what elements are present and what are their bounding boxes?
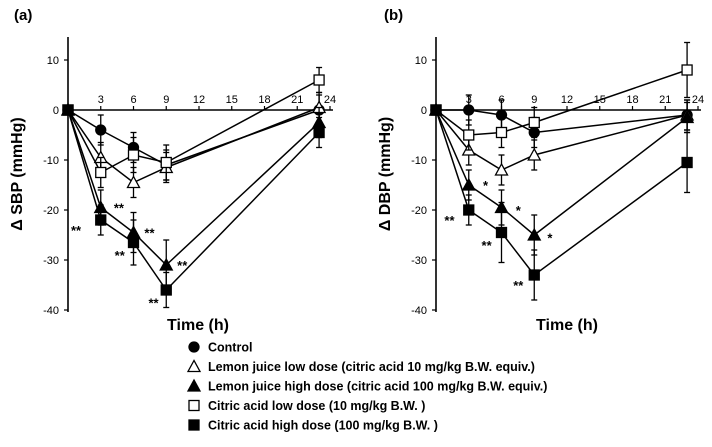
legend-label: Citric acid high dose (100 mg/kg B.W. ) — [208, 419, 438, 433]
data-point — [95, 166, 107, 179]
panel-a-y-tick-label: -30 — [43, 255, 59, 267]
panel-a-label: (a) — [14, 7, 32, 24]
data-point — [430, 104, 442, 116]
data-point — [681, 156, 693, 169]
panel-a-series-5 — [62, 104, 325, 309]
panel-a-x-tick-label: 9 — [163, 94, 169, 106]
panel-b-x-axis-title: Time (h) — [536, 317, 598, 334]
panel-a-y-axis-title: Δ SBP (mmHg) — [9, 117, 26, 230]
legend-entry-3: Lemon juice high dose (citric acid 100 m… — [186, 378, 547, 394]
panel-a-x-tick-label: 6 — [130, 94, 136, 106]
data-point — [679, 110, 695, 124]
data-point — [127, 149, 140, 161]
panel-a-significance-mark: ** — [115, 248, 126, 263]
panel-b-label: (b) — [384, 7, 403, 24]
legend-entry-1: Control — [188, 341, 252, 355]
panel-b-significance-mark: ** — [482, 238, 493, 253]
data-point — [313, 126, 325, 139]
panel-b-x-tick-label: 21 — [659, 94, 671, 106]
panel-a-significance-mark: ** — [177, 258, 188, 273]
data-point — [160, 156, 172, 169]
data-point — [127, 236, 140, 249]
data-point — [160, 284, 172, 296]
panel-b-significance-mark: * — [547, 231, 553, 246]
data-point — [62, 104, 74, 116]
data-point — [681, 64, 693, 76]
panel-a-y-tick-label: 10 — [47, 55, 59, 67]
data-point — [95, 214, 107, 226]
panel-b-x-tick-label: 12 — [561, 94, 573, 106]
panel-b-x-tick-label: 9 — [531, 94, 537, 106]
legend-marker — [188, 419, 200, 431]
panel-a-y-tick-label: -10 — [43, 155, 59, 167]
panel-a-x-tick-label: 12 — [193, 94, 205, 106]
legend: Control Lemon juice low dose (citric acid… — [186, 341, 547, 433]
panel-b-y-axis-title: Δ DBP (mmHg) — [377, 117, 394, 231]
data-point — [463, 204, 475, 216]
legend-label: Lemon juice low dose (citric acid 10 mg/… — [208, 360, 535, 374]
panel-b-y-tick-label: -30 — [411, 255, 427, 267]
data-point — [495, 126, 508, 139]
legend-label: Lemon juice high dose (citric acid 100 m… — [208, 380, 547, 394]
panel-b-y-tick-label: 10 — [415, 55, 427, 67]
data-point — [527, 227, 542, 241]
data-point — [463, 129, 475, 141]
panel-a-x-tick-label: 21 — [291, 94, 303, 106]
legend-entry-2: Lemon juice low dose (citric acid 10 mg/… — [186, 359, 535, 374]
panel-a-significance-mark: ** — [114, 201, 125, 216]
data-point — [463, 104, 475, 116]
panel-b-y-tick-label: -20 — [411, 205, 427, 217]
panel-b-y-tick-label: 0 — [421, 105, 427, 117]
panel-a-x-tick-label: 24 — [324, 94, 336, 106]
legend-entry-5: Citric acid high dose (100 mg/kg B.W. ) — [188, 419, 438, 433]
legend-label: Citric acid low dose (10 mg/kg B.W. ) — [208, 399, 425, 413]
panel-a-x-axis-title: Time (h) — [167, 317, 229, 334]
data-point — [527, 147, 542, 161]
panel-a-x-tick-label: 3 — [98, 94, 104, 106]
data-point — [126, 175, 141, 189]
panel-a-sbp-chart: (a) 10 0 -10 -20 -30 -40 3 6 9 12 15 18 21 24 Δ SBP (mm… — [9, 7, 336, 334]
data-point — [495, 226, 508, 239]
panel-b-significance-mark: ** — [444, 213, 455, 228]
data-point — [461, 177, 476, 191]
series-line — [67, 109, 320, 292]
data-point — [528, 269, 540, 281]
data-point — [494, 162, 509, 176]
data-point — [313, 74, 325, 86]
panel-b-significance-mark: * — [516, 203, 522, 218]
panel-a-x-tick-label: 15 — [226, 94, 238, 106]
legend-label: Control — [208, 341, 252, 355]
legend-entry-4: Citric acid low dose (10 mg/kg B.W. ) — [188, 399, 425, 413]
panel-b-x-tick-label: 24 — [692, 94, 704, 106]
panel-b-significance-mark: * — [483, 178, 489, 193]
legend-marker — [186, 359, 202, 373]
panel-a-significance-mark: ** — [148, 296, 159, 311]
data-point — [528, 116, 540, 129]
panel-a-y-tick-label: 0 — [53, 105, 59, 117]
legend-marker — [186, 378, 202, 392]
panel-a-significance-mark: ** — [71, 223, 82, 238]
legend-marker — [188, 341, 200, 353]
data-point — [95, 124, 107, 136]
legend-marker — [188, 399, 200, 412]
panel-a-significance-mark: ** — [144, 226, 155, 241]
panel-b-significance-mark: ** — [513, 278, 524, 293]
panel-b-series-5 — [430, 104, 693, 301]
panel-a-x-tick-label: 18 — [258, 94, 270, 106]
data-point — [159, 257, 174, 271]
panel-a-y-tick-label: -20 — [43, 205, 59, 217]
panel-a-y-tick-label: -40 — [43, 305, 59, 317]
panel-b-y-tick-label: -10 — [411, 155, 427, 167]
panel-b-x-tick-label: 18 — [626, 94, 638, 106]
panel-b-y-tick-label: -40 — [411, 305, 427, 317]
